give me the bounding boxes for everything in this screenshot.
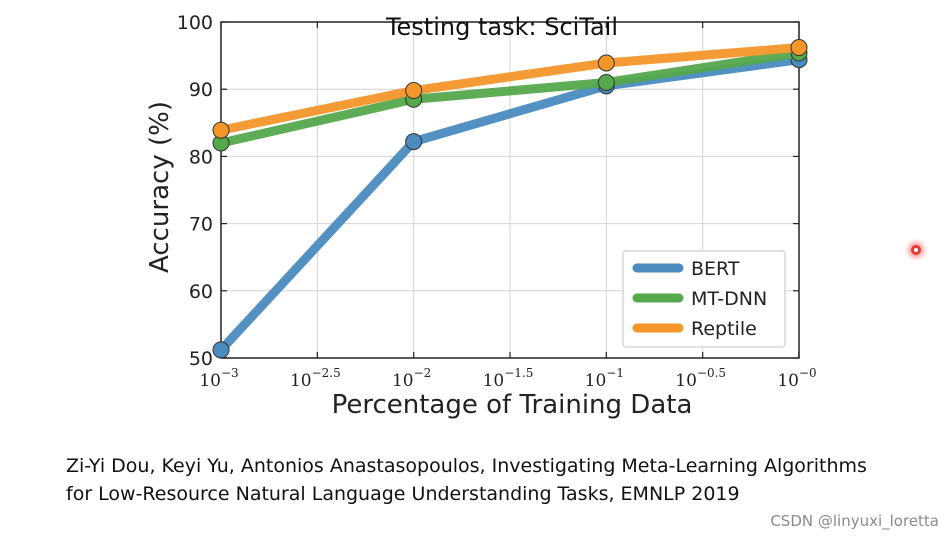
y-axis-label: Accuracy (%) [145,101,175,273]
x-tick-label: 10−0.5 [675,366,726,391]
y-tick-label: 70 [189,214,213,236]
legend-label-mt-dnn: MT-DNN [691,288,767,310]
cursor-dot-icon [911,245,921,255]
y-tick-label: 50 [189,348,213,370]
data-point-reptile [790,39,808,57]
citation-line-2: for Low-Resource Natural Language Unders… [66,483,740,505]
citation: Zi-Yi Dou, Keyi Yu, Antonios Anastasopou… [66,452,867,508]
series [212,39,808,359]
legend-label-bert: BERT [691,258,740,280]
data-point-bert [212,341,230,359]
y-tick-label: 90 [189,79,213,101]
data-point-reptile [597,54,615,72]
y-tick-label: 60 [189,281,213,303]
series-line-mt-dnn [216,48,804,148]
x-tick-label: 10−1.5 [483,366,534,391]
y-tick-label: 80 [189,146,213,168]
data-point-reptile [405,82,423,100]
x-tick-label: 10−3 [199,366,238,391]
series-line-reptile [216,43,804,135]
data-point-bert [405,133,423,151]
x-tick-label: 10−2 [392,366,431,391]
legend-label-reptile: Reptile [691,318,757,340]
series-line-bert [216,55,804,355]
x-tick-label: 10−2.5 [290,366,341,391]
watermark: CSDN @linyuxi_loretta [770,512,939,530]
y-tick-label: 100 [177,12,213,34]
ticks: 50 60 70 80 90 100 10−3 10−2.5 10−2 10−1.5 10−1 10−… [177,12,817,391]
citation-line-1: Zi-Yi Dou, Keyi Yu, Antonios Anastasopou… [66,455,867,477]
data-point-reptile [212,121,230,139]
chart-title: Testing task: SciTail [385,13,618,41]
x-axis-label: Percentage of Training Data [332,390,693,420]
x-tick-label: 10−0 [777,366,816,391]
data-point-mt-dnn [597,73,615,91]
x-tick-label: 10−1 [585,366,624,391]
legend-box [622,250,786,348]
legend: BERT MT-DNN Reptile [622,250,786,348]
